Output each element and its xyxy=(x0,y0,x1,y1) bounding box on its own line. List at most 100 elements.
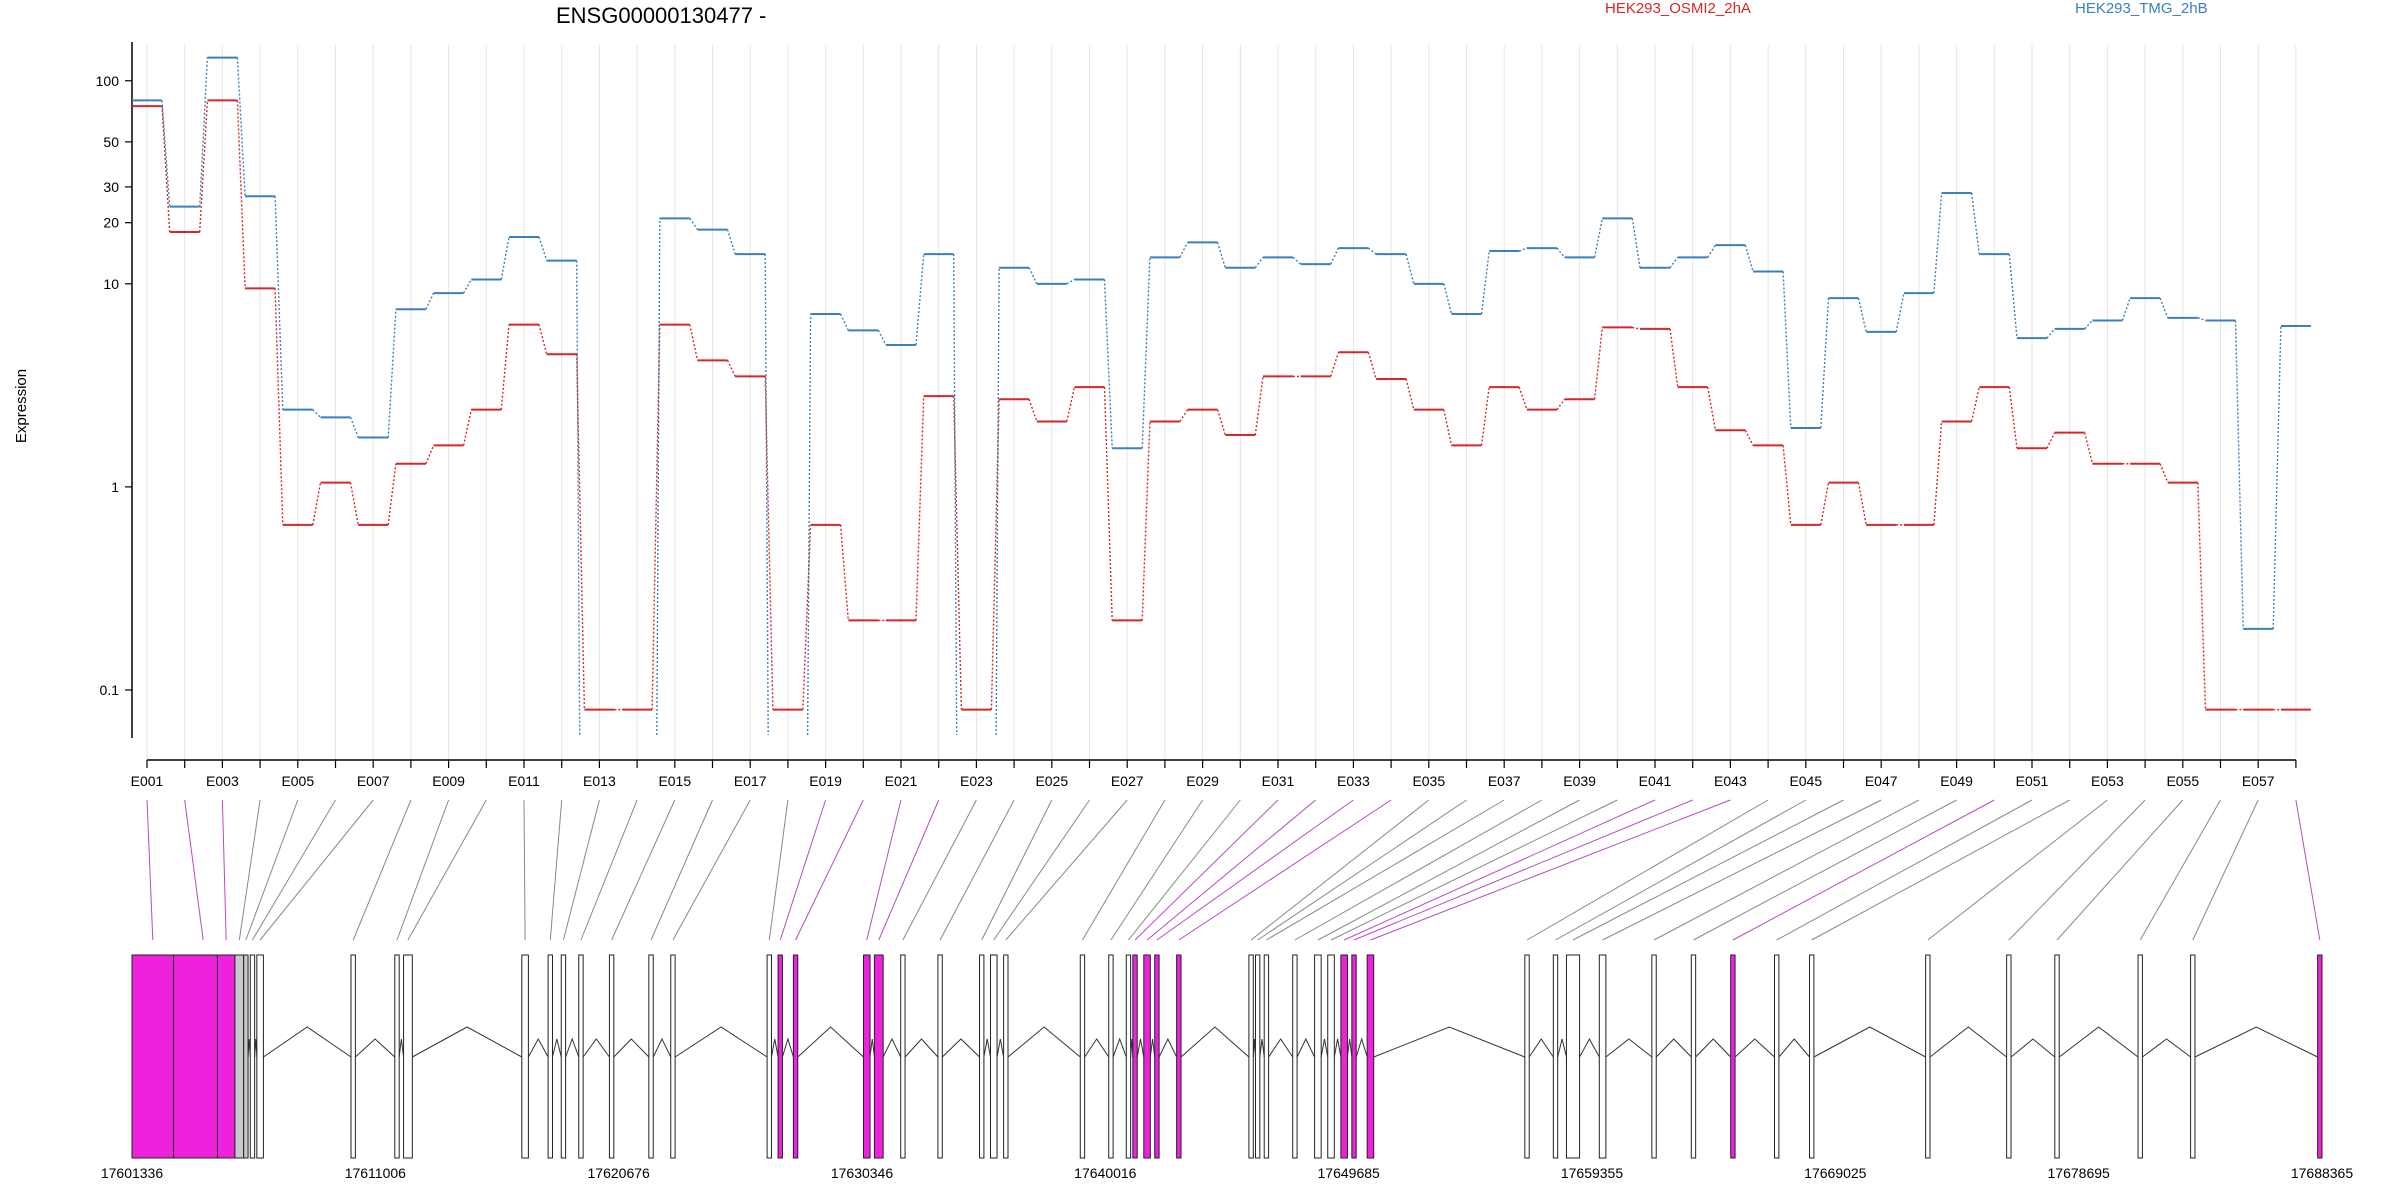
connector-E032 xyxy=(1146,799,1317,941)
series1-connector xyxy=(349,417,359,438)
series0-connector xyxy=(1480,387,1490,446)
coordinate-label: 17620676 xyxy=(588,1165,651,1181)
exon-label-E037: E037 xyxy=(1488,773,1521,789)
series1-connector xyxy=(1970,192,1980,255)
connector-E007 xyxy=(259,799,374,941)
y-axis-label: Expression xyxy=(13,369,30,443)
intron-line xyxy=(1084,1038,1110,1058)
series0-connector xyxy=(1857,482,1867,526)
connector-E049 xyxy=(1693,799,1957,941)
connector-E047 xyxy=(1602,799,1882,941)
exon-box-E023 xyxy=(900,954,906,1159)
intron-line xyxy=(263,1026,352,1058)
coordinate-label: 17678695 xyxy=(2048,1165,2111,1181)
exon-label-E049: E049 xyxy=(1940,773,1973,789)
series0-connector xyxy=(1970,386,1980,422)
intron-line xyxy=(1734,1038,1775,1058)
series0-connector xyxy=(1744,429,1754,446)
intron-line xyxy=(412,1026,523,1058)
connector-E024 xyxy=(939,799,1015,941)
exon-label-E055: E055 xyxy=(2166,773,2199,789)
exon-box-E048 xyxy=(1651,954,1657,1159)
exon-box-E025 xyxy=(979,954,985,1159)
series1-connector xyxy=(877,330,887,346)
exon-box-E037 xyxy=(1263,954,1270,1159)
series0-connector xyxy=(349,482,359,526)
series1-connector xyxy=(1707,244,1716,258)
exon-box-E040 xyxy=(1327,954,1335,1159)
coordinate-label: 17601336 xyxy=(101,1165,164,1181)
exon-box-E033 xyxy=(1154,954,1160,1159)
series1-connector xyxy=(2159,297,2169,319)
series1-connector xyxy=(764,254,769,736)
series1-connector xyxy=(1820,298,1830,429)
series0-connector xyxy=(538,324,548,355)
coordinate-label: 17688365 xyxy=(2291,1165,2354,1181)
exon-box-E009 xyxy=(394,954,400,1159)
exon-box-E028 xyxy=(1079,954,1086,1159)
connector-E042 xyxy=(1353,799,1693,941)
connector-E051 xyxy=(1776,799,2033,941)
chart-title: ENSG00000130477 - xyxy=(556,3,766,28)
legend-entry-osmi2: HEK293_OSMI2_2hA xyxy=(1605,0,1751,17)
connector-E017 xyxy=(672,799,751,941)
intron-line xyxy=(941,1038,980,1058)
series1-connector xyxy=(1518,247,1528,252)
connector-E008 xyxy=(352,799,412,941)
coordinate-label: 17630346 xyxy=(831,1165,894,1181)
series1-connector xyxy=(995,267,1000,736)
exon-label-E015: E015 xyxy=(658,773,691,789)
series0-connector xyxy=(764,376,774,710)
series1-connector xyxy=(274,196,284,410)
series0-connector xyxy=(1103,387,1113,621)
connector-E023 xyxy=(902,799,977,941)
series0-connector xyxy=(2197,482,2207,710)
connector-E011 xyxy=(523,799,526,941)
exon-label-E057: E057 xyxy=(2242,773,2275,789)
series1-connector xyxy=(1669,256,1679,269)
y-tick-label: 50 xyxy=(103,134,119,150)
intron-line xyxy=(2142,1038,2191,1058)
series0-connector xyxy=(1179,409,1189,422)
exon-box-E012 xyxy=(547,954,553,1159)
exon-box-E034 xyxy=(1176,954,1182,1159)
series0-connector xyxy=(689,324,699,361)
intron-line xyxy=(1355,1037,1368,1058)
exon-box-E038 xyxy=(1292,954,1298,1159)
exon-box-E044 xyxy=(1524,954,1530,1159)
connector-E014 xyxy=(580,799,638,941)
series1-connector xyxy=(161,100,171,207)
connector-E039 xyxy=(1317,799,1580,941)
connector-E030 xyxy=(1128,799,1241,941)
series1-connector xyxy=(312,409,321,418)
exon-label-E043: E043 xyxy=(1714,773,1747,789)
intron-line xyxy=(1655,1038,1692,1058)
exon-label-E017: E017 xyxy=(734,773,767,789)
exon-box-E024 xyxy=(937,954,943,1159)
series-lines xyxy=(132,56,2311,736)
exon-box-E058 xyxy=(2317,954,2323,1159)
exon-label-E053: E053 xyxy=(2091,773,2124,789)
exon-label-E013: E013 xyxy=(583,773,616,789)
connector-E031 xyxy=(1134,799,1279,941)
y-tick-label: 10 xyxy=(103,276,119,292)
intron-line xyxy=(1259,1038,1265,1058)
series0-connector xyxy=(651,324,661,710)
series-HEK293_TMG_2hB xyxy=(132,56,2311,736)
series1-connector xyxy=(538,236,548,261)
series1-connector xyxy=(806,314,812,736)
exon-box-E039 xyxy=(1314,954,1322,1159)
exon-box-E017 xyxy=(670,954,676,1159)
exon-label-E029: E029 xyxy=(1186,773,1219,789)
series1-connector xyxy=(1367,247,1377,255)
exon-label-E001: E001 xyxy=(131,773,164,789)
exon-connectors xyxy=(146,799,2321,941)
intron-line xyxy=(565,1037,580,1058)
series1-connector xyxy=(576,260,581,736)
exon-label-E019: E019 xyxy=(809,773,842,789)
exon-label-E023: E023 xyxy=(960,773,993,789)
intron-line xyxy=(869,1038,875,1058)
series0-connector xyxy=(839,524,849,621)
exon-box-E029 xyxy=(1108,954,1114,1159)
exon-box-E018 xyxy=(766,954,772,1159)
